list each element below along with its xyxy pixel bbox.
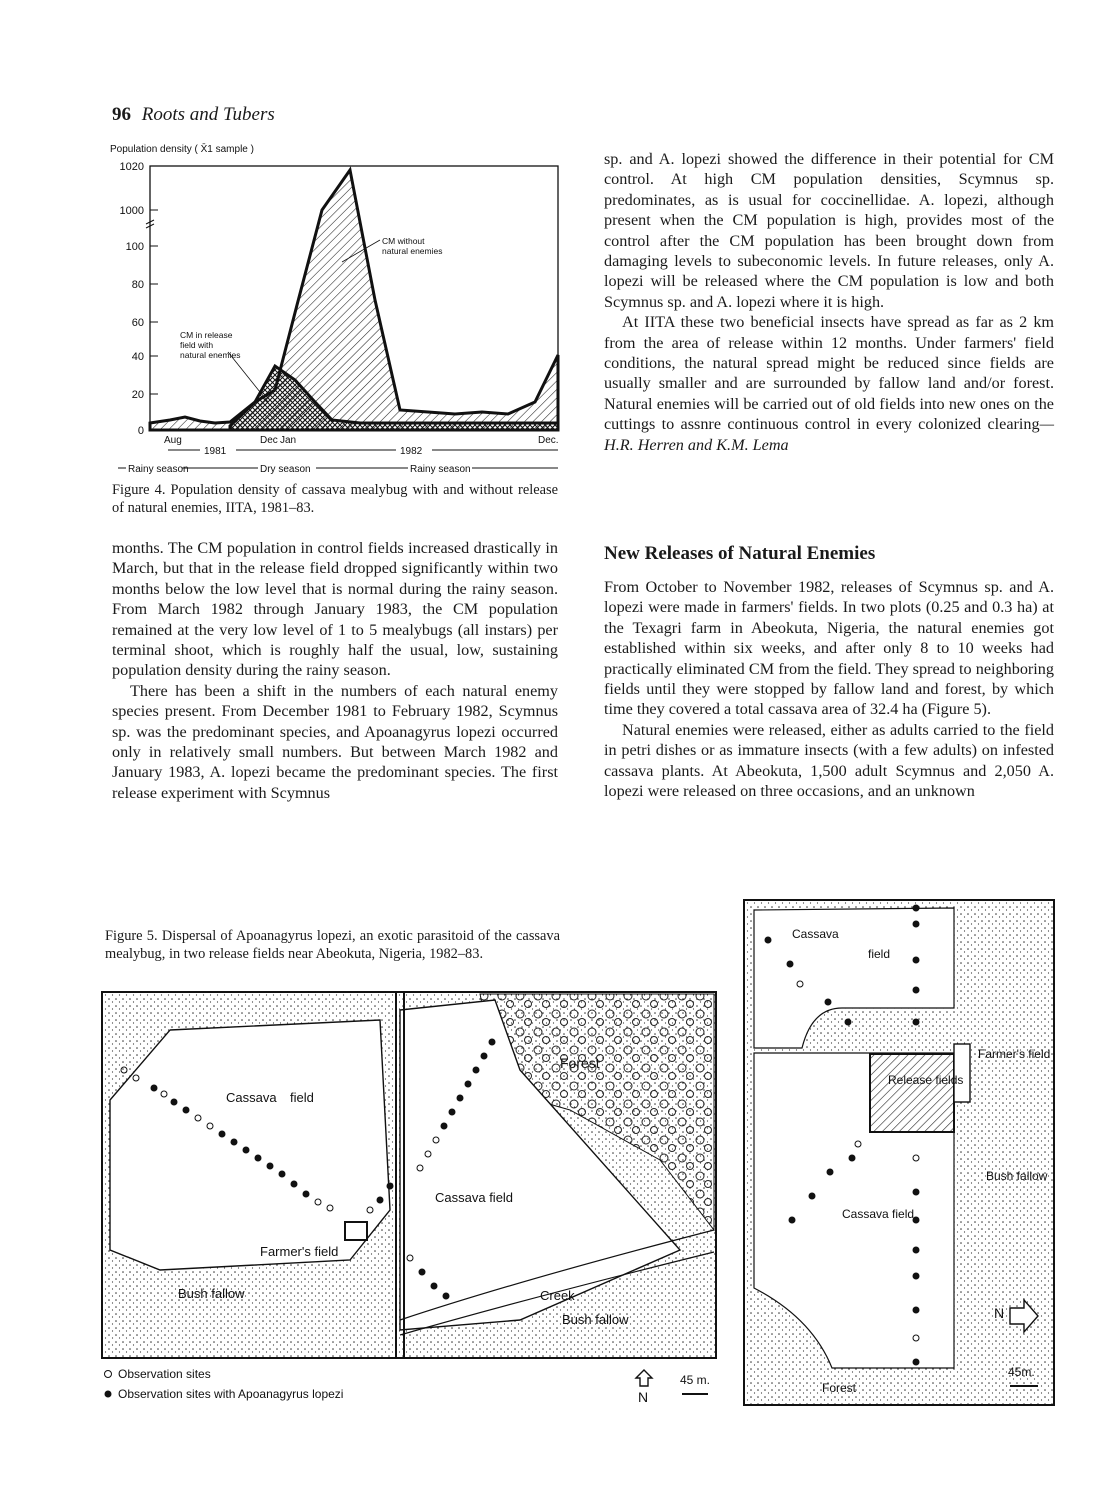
y-tick-20: 20 xyxy=(132,389,144,401)
rmap-north: N xyxy=(994,1305,1004,1321)
figure-5-right-map: Cassava field Farmer's field Release fie… xyxy=(743,899,1055,1406)
rmap-north-arrow-icon xyxy=(1009,1298,1039,1334)
y-tick-1000: 1000 xyxy=(120,205,144,217)
map-label-bush-fallow-2: Bush fallow xyxy=(562,1312,629,1327)
figure-5-caption: Figure 5. Dispersal of Apoanagyrus lopez… xyxy=(105,928,560,962)
paragraph-authors: —H.R. Herren and K.M. Lema xyxy=(604,415,1054,454)
annotation-with-3: natural enemies xyxy=(180,350,240,360)
legend-filled: Observation sites with Apoanagyrus lopez… xyxy=(118,1387,343,1401)
right-paragraph-3: From October to November 1982, releases … xyxy=(604,578,1054,719)
map-label-field: field xyxy=(290,1090,314,1105)
annotation-with-2: field with xyxy=(180,340,213,350)
month-aug: Aug xyxy=(164,435,182,446)
season-dry: Dry season xyxy=(260,464,311,475)
figure-4-caption: Figure 4. Population density of cassava … xyxy=(112,482,558,516)
figure-4-chart: Population density ( X̄1 sample ) 1020 1… xyxy=(110,142,560,475)
right-paragraph-1: sp. and A. lopezi showed the difference … xyxy=(604,150,1054,311)
rmap-cassava-field: Cassava field xyxy=(842,1207,914,1221)
year-1982: 1982 xyxy=(400,446,423,457)
left-paragraph-1: months. The CM population in control fie… xyxy=(112,539,558,680)
rmap-scale: 45m. xyxy=(1008,1365,1035,1379)
y-tick-100: 100 xyxy=(126,241,144,253)
page-number: 96 xyxy=(112,104,131,125)
right-paragraph-4: Natural enemies were released, either as… xyxy=(604,720,1054,801)
section-heading: New Releases of Natural Enemies xyxy=(604,543,876,564)
map-label-cassava: Cassava xyxy=(226,1090,277,1105)
annotation-without-2: natural enemies xyxy=(382,246,442,256)
observation-sites xyxy=(120,1038,496,1300)
scale-label: 45 m. xyxy=(680,1373,710,1387)
y-tick-60: 60 xyxy=(132,317,144,329)
series-with-enemies xyxy=(228,363,560,432)
rmap-field: field xyxy=(868,947,890,961)
y-tick-1020: 1020 xyxy=(120,161,144,173)
map-label-forest: Forest xyxy=(560,1055,600,1071)
right-column-lower: From October to November 1982, releases … xyxy=(604,577,1054,801)
north-arrow-icon xyxy=(634,1369,654,1387)
rmap-release-fields: Release fields xyxy=(888,1073,963,1087)
rmap-bush-fallow: Bush fallow xyxy=(986,1169,1048,1183)
month-dec: Dec xyxy=(260,435,278,446)
map-label-cassava-field: Cassava field xyxy=(435,1190,513,1205)
left-column: months. The CM population in control fie… xyxy=(112,538,558,803)
annotation-without-1: CM without xyxy=(382,236,425,246)
north-label: N xyxy=(638,1389,648,1405)
figure-5-left-map: Cassava field Forest Cassava field Farme… xyxy=(101,991,717,1405)
y-tick-80: 80 xyxy=(132,279,144,291)
series-without-enemies xyxy=(148,166,560,432)
y-tick-0: 0 xyxy=(138,425,144,437)
rmap-forest: Forest xyxy=(822,1381,857,1395)
month-dec-end: Dec. xyxy=(538,435,559,446)
annotation-with-1: CM in release xyxy=(180,330,233,340)
rmap-farmers-field: Farmer's field xyxy=(978,1047,1050,1061)
legend-open: Observation sites xyxy=(118,1367,211,1381)
right-paragraph-2: At IITA these two beneficial insects hav… xyxy=(604,313,1054,434)
page-header: 96 Roots and Tubers xyxy=(112,104,275,126)
map-label-creek: Creek xyxy=(540,1288,575,1303)
year-1981: 1981 xyxy=(204,446,227,457)
running-title: Roots and Tubers xyxy=(141,104,275,125)
map-label-farmers-field: Farmer's field xyxy=(260,1244,338,1259)
right-column: sp. and A. lopezi showed the difference … xyxy=(604,149,1054,455)
season-rainy-1: Rainy season xyxy=(128,464,189,475)
map-label-bush-fallow: Bush fallow xyxy=(178,1286,245,1301)
rmap-cassava: Cassava xyxy=(792,927,839,941)
y-tick-40: 40 xyxy=(132,351,144,363)
rmap-sites xyxy=(764,904,920,1366)
season-rainy-2: Rainy season xyxy=(410,464,471,475)
y-axis-label: Population density ( X̄1 sample ) xyxy=(110,142,254,155)
left-paragraph-2: There has been a shift in the numbers of… xyxy=(112,681,558,802)
month-jan: Jan xyxy=(280,435,296,446)
